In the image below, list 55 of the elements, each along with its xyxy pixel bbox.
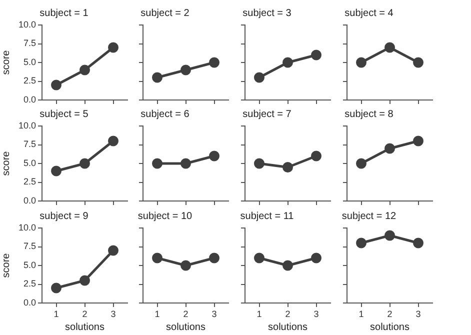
y-tick-label: 7.5 bbox=[23, 38, 36, 48]
point bbox=[108, 42, 118, 53]
y-axis-title: score bbox=[0, 50, 12, 75]
chart-title: subject = 10 bbox=[138, 210, 193, 222]
x-tick-label: 2 bbox=[183, 308, 188, 319]
y-tick-label: 10.0 bbox=[18, 222, 36, 232]
x-axis-title: solutions bbox=[370, 322, 410, 333]
chart-title: subject = 5 bbox=[40, 108, 89, 120]
chart-title: subject = 6 bbox=[140, 108, 190, 120]
x-axis-title: solutions bbox=[65, 322, 104, 333]
x-tick-label: 3 bbox=[110, 308, 116, 319]
chart-title: subject = 1 bbox=[40, 8, 89, 19]
y-tick-label: 5.0 bbox=[23, 260, 36, 270]
point bbox=[108, 245, 118, 256]
chart-title: subject = 12 bbox=[342, 210, 397, 222]
x-tick-label: 3 bbox=[416, 308, 421, 319]
x-axis-title: solutions bbox=[268, 322, 308, 333]
point bbox=[80, 275, 90, 286]
y-tick-label: 0.0 bbox=[23, 195, 36, 206]
chart-title: subject = 4 bbox=[344, 8, 394, 19]
y-tick-label: 2.5 bbox=[23, 278, 36, 289]
y-tick-label: 2.5 bbox=[23, 176, 36, 187]
y-tick-label: 5.0 bbox=[23, 158, 36, 168]
y-tick-label: 2.5 bbox=[23, 76, 36, 86]
y-tick-label: 0.0 bbox=[23, 297, 36, 308]
x-axis-title: solutions bbox=[166, 322, 206, 333]
y-axis-title: score bbox=[0, 150, 12, 176]
point bbox=[80, 64, 90, 76]
x-tick-label: 1 bbox=[54, 308, 59, 319]
y-tick-label: 10.0 bbox=[18, 120, 36, 130]
x-tick-label: 3 bbox=[314, 308, 319, 319]
y-axis-title: score bbox=[0, 252, 12, 278]
x-tick-label: 2 bbox=[285, 308, 290, 319]
point bbox=[80, 158, 90, 169]
point bbox=[51, 80, 62, 90]
chart-title: subject = 9 bbox=[40, 210, 89, 222]
x-tick-label: 2 bbox=[82, 308, 88, 319]
x-tick-label: 1 bbox=[154, 308, 160, 319]
chart-title: subject = 3 bbox=[242, 8, 292, 19]
chart-title: subject = 11 bbox=[240, 210, 294, 222]
y-tick-label: 5.0 bbox=[23, 56, 36, 67]
x-tick-label: 2 bbox=[387, 308, 392, 319]
x-tick-label: 1 bbox=[358, 308, 364, 319]
chart-title: subject = 7 bbox=[242, 108, 292, 120]
x-tick-label: 1 bbox=[256, 308, 262, 319]
y-tick-label: 7.5 bbox=[23, 241, 36, 252]
chart-title: subject = 8 bbox=[344, 108, 394, 120]
chart-title: subject = 2 bbox=[140, 8, 190, 19]
y-tick-label: 0.0 bbox=[23, 94, 36, 104]
point bbox=[108, 136, 118, 146]
point bbox=[51, 282, 62, 294]
y-tick-label: 7.5 bbox=[23, 139, 36, 150]
y-tick-label: 10.0 bbox=[18, 19, 36, 30]
point bbox=[51, 166, 62, 176]
x-tick-label: 3 bbox=[212, 308, 217, 319]
